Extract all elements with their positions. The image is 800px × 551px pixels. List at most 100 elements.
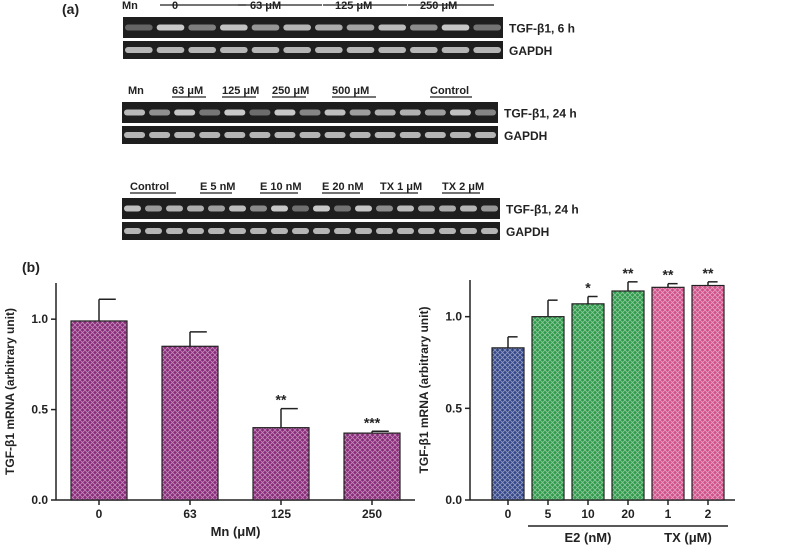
gel-strip [123, 17, 503, 38]
gel-band [145, 205, 162, 212]
gel-band [449, 132, 471, 138]
gel-lane-label: 63 μM [172, 85, 203, 97]
significance: * [585, 280, 591, 296]
gel-band [418, 205, 435, 212]
gel-lane-label: 0 [172, 0, 178, 12]
gel-band [229, 205, 246, 212]
gel-lane-label: TX 1 μM [380, 181, 422, 193]
gel-band [473, 24, 501, 31]
y-axis-label: TGF-β1 mRNA (arbitrary unit) [417, 307, 431, 474]
bar [691, 284, 725, 501]
gel-band [251, 47, 280, 53]
bar [651, 286, 685, 501]
gel-row-label: GAPDH [509, 44, 552, 58]
gel-band [156, 24, 185, 31]
gel-band [249, 132, 271, 138]
gel-band [324, 132, 346, 138]
gel-band [271, 205, 288, 212]
panel-label: (a) [62, 1, 79, 17]
gel-band [313, 228, 330, 234]
gel-lane-label: 125 μM [222, 85, 259, 97]
significance: ** [623, 265, 634, 281]
gel-band [188, 47, 216, 53]
gel-row-label: TGF-β1, 6 h [509, 22, 575, 36]
gel-band [346, 24, 375, 31]
gel-band [397, 205, 414, 212]
gel-band [374, 109, 396, 116]
significance: ** [703, 265, 714, 281]
gel-band [283, 47, 311, 53]
bar [611, 290, 645, 501]
gel-band [460, 205, 477, 212]
gel-band [349, 132, 371, 138]
y-tick-label: 1.0 [445, 310, 462, 324]
gel-band [460, 228, 477, 234]
x-axis-label: Mn (μM) [211, 524, 261, 539]
gel-band [125, 24, 153, 31]
gel-band [439, 228, 456, 234]
x-tick-label: 0 [505, 507, 512, 521]
gel-band [187, 205, 204, 212]
y-axis-label: TGF-β1 mRNA (arbitrary unit) [3, 308, 17, 475]
gel-band [292, 205, 309, 212]
gel-band [441, 47, 470, 53]
gel-band [378, 47, 406, 53]
bar [571, 303, 605, 501]
significance: ** [663, 267, 674, 283]
gel-strip [122, 198, 500, 219]
gel-band [355, 228, 372, 234]
y-tick-label: 0.0 [445, 493, 462, 507]
gel-band [124, 132, 146, 138]
x-tick-label: 1 [665, 507, 672, 521]
gel-band [250, 205, 267, 212]
gel-band [188, 24, 216, 31]
gel-lane-label: 63 μM [250, 0, 281, 12]
significance: *** [364, 414, 381, 430]
gel-band [149, 132, 171, 138]
x-tick-label: 2 [705, 507, 712, 521]
y-tick-label: 1.0 [31, 312, 48, 326]
gel-band [397, 228, 414, 234]
x-tick-label: 10 [581, 507, 595, 521]
gel-band [124, 205, 141, 212]
bar [70, 320, 128, 501]
gel-band [251, 24, 280, 31]
gel-band [224, 109, 246, 116]
gel-band [208, 205, 225, 212]
gel-band [399, 132, 421, 138]
y-tick-label: 0.0 [31, 493, 48, 507]
x-tick-label: 125 [271, 507, 291, 521]
y-tick-label: 0.5 [31, 403, 48, 417]
gel-band [410, 24, 438, 31]
gel-band [410, 47, 438, 53]
gel-row-label: GAPDH [504, 129, 547, 143]
gel-band [274, 109, 296, 116]
gel-band [174, 109, 196, 116]
bar [161, 345, 219, 501]
gel-band [145, 228, 162, 234]
gel-band [124, 109, 146, 116]
gel-band [249, 109, 271, 116]
gel-band [299, 109, 321, 116]
group-label: E2 (nM) [565, 530, 612, 545]
x-tick-label: 5 [545, 507, 552, 521]
gel-lane-label: Control [430, 85, 469, 97]
gel-strip [123, 41, 503, 59]
gel-band [449, 109, 471, 116]
gel-band [346, 47, 375, 53]
bar [531, 316, 565, 501]
gel-band [474, 132, 496, 138]
bar [491, 347, 525, 501]
gel-band [313, 205, 330, 212]
gel-band [481, 205, 498, 212]
gel-row-label: GAPDH [506, 225, 549, 239]
gel-band [299, 132, 321, 138]
gel-lane-label: TX 2 μM [442, 181, 484, 193]
x-tick-label: 250 [362, 507, 382, 521]
gel-band [378, 24, 406, 31]
gel-lane-label: 125 μM [335, 0, 372, 12]
gel-band [229, 228, 246, 234]
gel-band [424, 109, 446, 116]
gel-band [125, 47, 153, 53]
